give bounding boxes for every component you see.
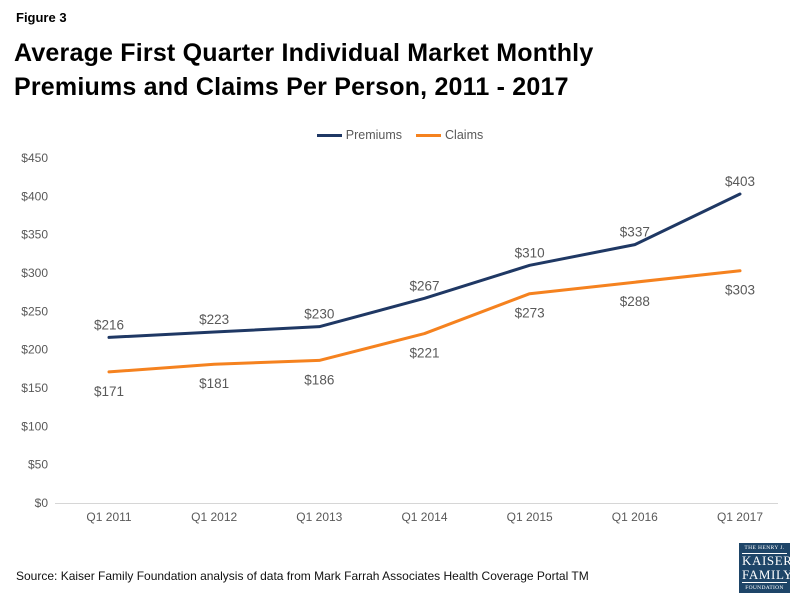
premiums-data-label: $337 [620, 225, 650, 240]
x-tick-label: Q1 2014 [401, 510, 447, 524]
claims-data-label: $288 [620, 294, 650, 309]
y-tick-label: $350 [21, 228, 48, 242]
y-tick-label: $0 [35, 496, 49, 510]
legend-swatch-claims [416, 133, 442, 137]
chart-legend: Premiums Claims [0, 128, 800, 142]
x-tick-label: Q1 2012 [191, 510, 237, 524]
premiums-data-label: $230 [304, 307, 334, 322]
y-tick-label: $450 [21, 151, 48, 165]
line-chart-svg: $0 $50 $100 $150 $200 $250 $300 $350 $400 $450 Q1 … [21, 151, 778, 524]
premiums-data-label: $223 [199, 312, 229, 327]
claims-line [107, 269, 742, 374]
x-tick-label: Q1 2013 [296, 510, 342, 524]
legend-item-claims: Claims [416, 128, 483, 142]
claims-data-label: $181 [199, 376, 229, 391]
legend-item-premiums: Premiums [316, 128, 403, 142]
legend-label: Claims [445, 128, 484, 142]
logo-text-family: FAMILY [742, 567, 794, 583]
premiums-data-label: $403 [725, 174, 755, 189]
claims-data-label: $171 [94, 384, 124, 399]
y-tick-label: $400 [21, 189, 48, 203]
kff-foundation-logo: THE HENRY J. KAISER FAMILY FOUNDATION [739, 543, 794, 593]
x-tick-label: Q1 2017 [717, 510, 763, 524]
claims-data-label: $303 [725, 283, 755, 298]
y-tick-label: $300 [21, 266, 48, 280]
legend-label: Premiums [345, 128, 403, 142]
y-tick-label: $250 [21, 304, 48, 318]
y-tick-label: $150 [21, 381, 48, 395]
logo-text-foundation: FOUNDATION [742, 582, 787, 591]
logo-text-kaiser: KAISER [742, 553, 793, 569]
y-tick-label: $200 [21, 343, 48, 357]
line-chart: $0 $50 $100 $150 $200 $250 $300 $350 $400 $450 Q1 … [0, 150, 800, 540]
legend-swatch-premiums [316, 133, 342, 137]
claims-data-label: $273 [515, 306, 545, 321]
figure-number-label: Figure 3 [16, 10, 67, 25]
page-title: Average First Quarter Individual Market … [14, 36, 784, 104]
premiums-data-label: $216 [94, 317, 124, 332]
premiums-data-label: $267 [409, 278, 439, 293]
x-tick-label: Q1 2016 [612, 510, 658, 524]
page-title-line-2: Premiums and Claims Per Person, 2011 - 2… [14, 73, 569, 101]
claims-data-label: $186 [304, 372, 334, 387]
claims-data-label: $221 [409, 346, 439, 361]
y-tick-label: $50 [28, 458, 48, 472]
source-note: Source: Kaiser Family Foundation analysi… [16, 569, 589, 583]
page-title-line-1: Average First Quarter Individual Market … [14, 39, 594, 67]
x-tick-label: Q1 2015 [507, 510, 553, 524]
y-tick-label: $100 [21, 419, 48, 433]
premiums-data-label: $310 [515, 245, 545, 260]
logo-text-henry: THE HENRY J. [742, 545, 787, 554]
x-tick-label: Q1 2011 [86, 510, 131, 524]
premiums-line [107, 192, 742, 339]
